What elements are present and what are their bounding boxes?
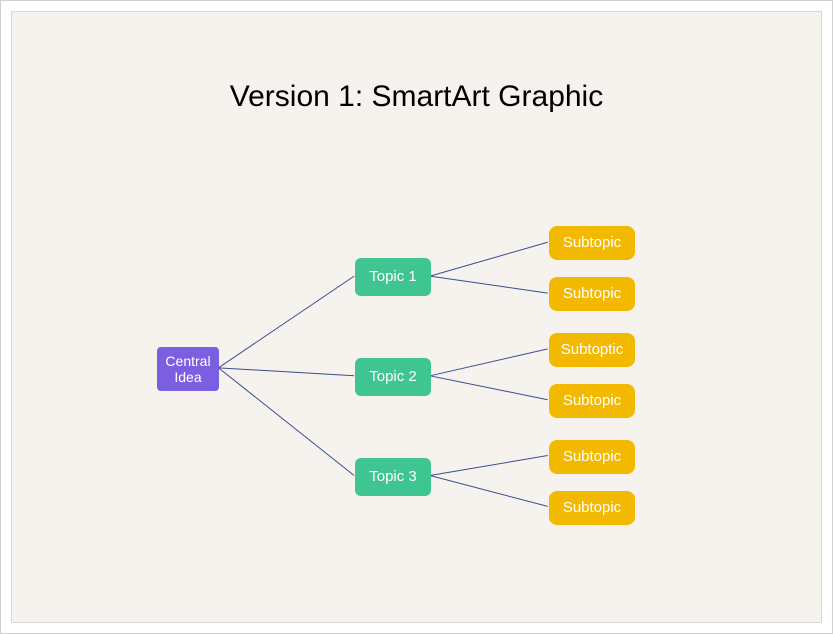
node-label: Topic 2: [369, 368, 417, 385]
node-label: Subtopic: [563, 499, 621, 516]
page-title: Version 1: SmartArt Graphic: [12, 80, 821, 114]
edge-central-topic3: [218, 368, 354, 476]
node-label: Subtopic: [563, 285, 621, 302]
node-topic3: Topic 3: [355, 458, 431, 496]
node-label: Subtopic: [563, 448, 621, 465]
node-sub3b: Subtopic: [549, 491, 635, 525]
node-label: Central Idea: [165, 353, 210, 385]
edge-topic2-sub2b: [430, 376, 548, 400]
node-sub2a: Subtoptic: [549, 333, 635, 367]
edge-central-topic2: [218, 368, 354, 376]
outer-frame: Version 1: SmartArt Graphic Central Idea…: [0, 0, 833, 634]
diagram-canvas: Version 1: SmartArt Graphic Central Idea…: [11, 11, 822, 623]
node-label: Subtoptic: [561, 341, 624, 358]
node-sub2b: Subtopic: [549, 384, 635, 418]
edge-central-topic1: [218, 276, 354, 368]
node-label: Subtopic: [563, 234, 621, 251]
node-topic1: Topic 1: [355, 258, 431, 296]
node-sub3a: Subtopic: [549, 440, 635, 474]
node-sub1a: Subtopic: [549, 226, 635, 260]
edge-topic3-sub3b: [430, 475, 548, 506]
node-central: Central Idea: [157, 347, 219, 391]
node-topic2: Topic 2: [355, 358, 431, 396]
node-label: Subtopic: [563, 392, 621, 409]
node-label: Topic 1: [369, 268, 417, 285]
edge-topic1-sub1a: [430, 242, 548, 276]
edge-topic1-sub1b: [430, 276, 548, 293]
edge-topic2-sub2a: [430, 349, 548, 376]
node-sub1b: Subtopic: [549, 277, 635, 311]
edge-topic3-sub3a: [430, 456, 548, 476]
node-label: Topic 3: [369, 468, 417, 485]
